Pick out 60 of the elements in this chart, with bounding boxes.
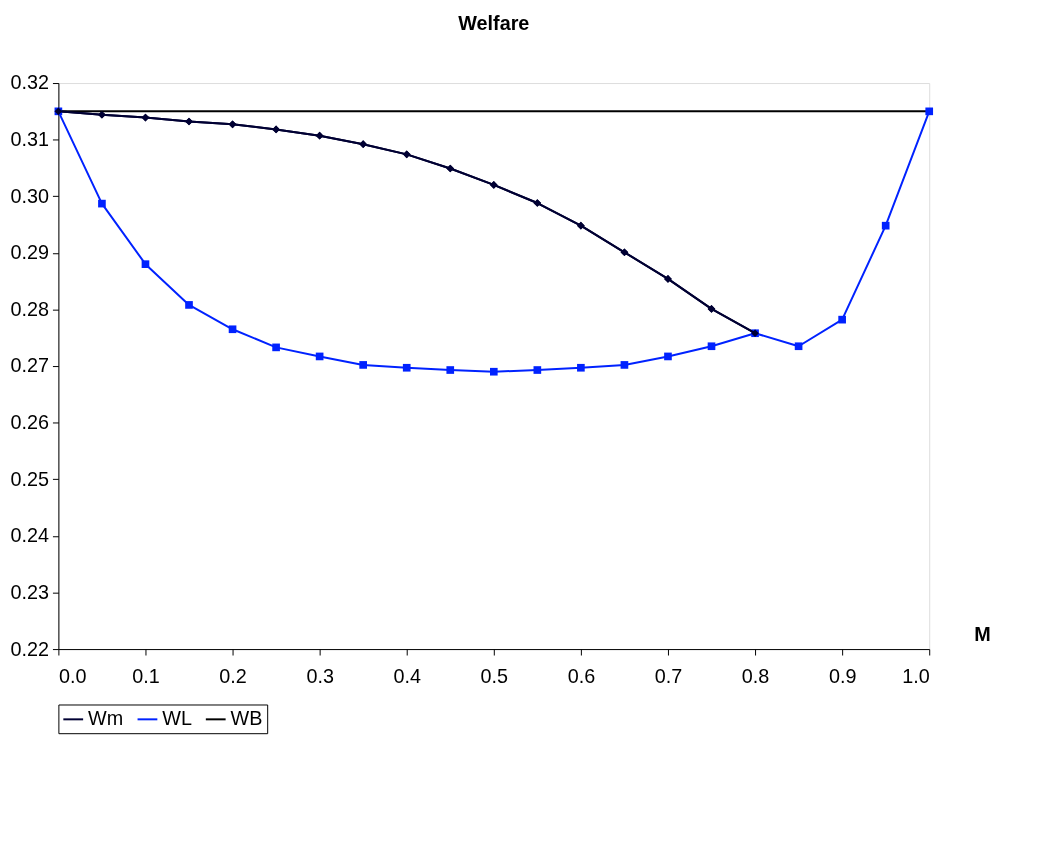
point [881,221,890,230]
y-tick-label: 0.32 [10,71,49,94]
point [185,117,193,126]
point [794,342,803,351]
point [489,181,498,189]
point [489,367,498,376]
point [620,248,629,257]
x-tick-label: 0.9 [828,665,857,688]
point [185,301,193,309]
x-tick-label: 0.1 [132,665,160,688]
point [98,199,106,208]
point [359,140,368,148]
y-tick-label: 0.24 [10,524,49,547]
point [533,199,542,207]
point [707,342,716,351]
point [359,361,368,369]
point [272,343,280,352]
x-tick-label: 0.6 [567,665,596,688]
x-tick-label: 0.5 [480,665,509,688]
x-tick-label: 0.8 [741,665,770,688]
y-tick-label: 0.31 [10,128,49,151]
legend-label: WB [230,707,263,730]
y-tick-label: 0.22 [10,637,49,660]
point [664,352,672,361]
x-tick-label: 1.0 [902,665,930,688]
y-tick-label: 0.30 [10,184,49,207]
point [533,366,542,374]
y-tick-label: 0.29 [10,241,49,264]
point [402,150,411,159]
point [577,221,585,230]
point [228,120,237,129]
x-tick-label: 0.7 [654,665,683,688]
point [707,305,716,313]
point [272,125,280,134]
y-tick-label: 0.27 [10,354,49,377]
point [577,363,585,372]
point [228,325,237,334]
point [141,113,150,122]
point [141,260,150,268]
point [402,363,411,372]
point [446,164,455,173]
x-tick-label: 0.2 [219,665,247,688]
y-tick-label: 0.23 [10,580,49,603]
point [98,110,106,119]
point [315,131,324,140]
legend-label: Wm [88,707,124,730]
y-tick-label: 0.25 [10,467,49,490]
point [838,315,846,324]
y-tick-label: 0.26 [10,411,49,434]
x-tick-label: 0.4 [393,665,421,688]
point [620,361,629,369]
point [664,275,672,283]
point [446,366,455,374]
x-tick-label: 0.0 [58,665,87,688]
x-axis-title: M [974,622,991,645]
legend-label: WL [162,707,192,730]
x-tick-label: 0.3 [306,665,334,688]
point [925,107,934,116]
chart-title: Welfare [458,11,530,34]
y-tick-label: 0.28 [10,297,49,320]
